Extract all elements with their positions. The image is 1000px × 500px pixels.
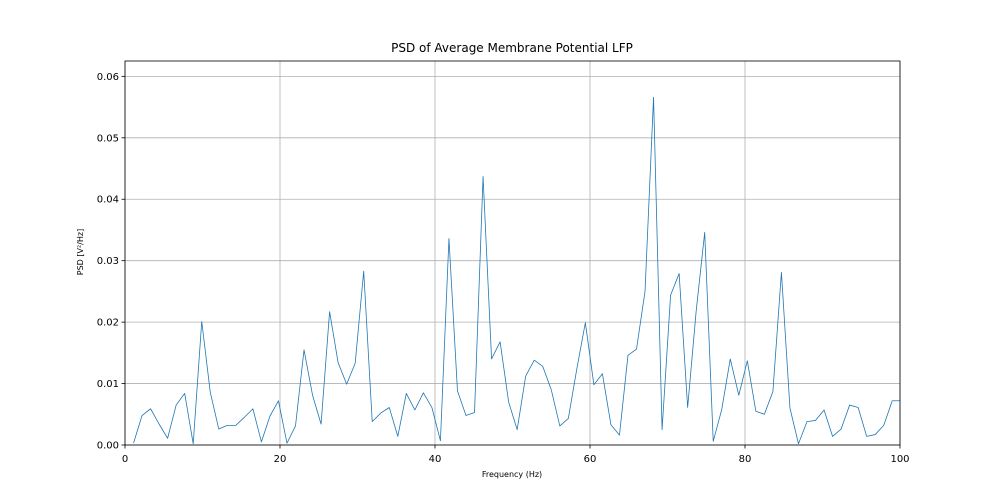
y-tick-label: 0.05 xyxy=(97,133,119,144)
x-tick-label: 60 xyxy=(584,454,597,465)
x-tick-label: 0 xyxy=(122,454,128,465)
x-tick-label: 40 xyxy=(429,454,442,465)
y-tick-label: 0.01 xyxy=(97,379,119,390)
series-layer xyxy=(133,96,900,445)
ticks-layer: 0 20 40 60 80 100 0.00 0.01 0.02 0.03 0.04 0.05 0.06 xyxy=(97,72,910,465)
x-tick-label: 80 xyxy=(739,454,752,465)
y-tick-label: 0.04 xyxy=(97,195,119,206)
y-tick-label: 0.02 xyxy=(97,318,119,329)
x-tick-label: 100 xyxy=(890,454,909,465)
plot-area-frame xyxy=(124,60,901,446)
psd-series-line xyxy=(133,96,900,445)
y-tick-label: 0.06 xyxy=(97,72,119,83)
x-tick-label: 20 xyxy=(274,454,287,465)
grid-lines xyxy=(124,61,901,446)
y-axis-label: PSD [V²/Hz] xyxy=(76,229,85,275)
y-tick-label: 0.00 xyxy=(97,441,119,452)
y-tick-label: 0.03 xyxy=(97,256,119,267)
chart-title: PSD of Average Membrane Potential LFP xyxy=(391,41,633,55)
x-axis-label: Frequency (Hz) xyxy=(482,470,542,479)
